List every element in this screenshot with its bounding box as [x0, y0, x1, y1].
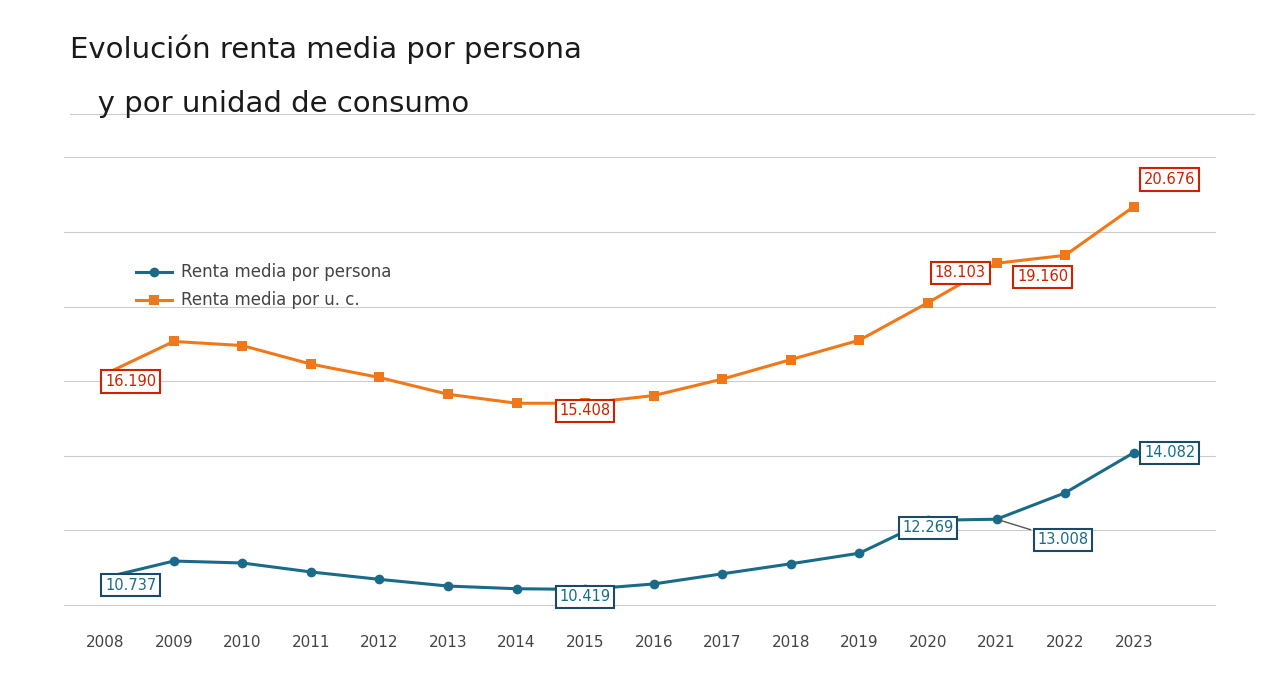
- Text: 18.103: 18.103: [934, 265, 986, 281]
- Text: 20.676: 20.676: [1144, 172, 1196, 187]
- Text: 15.408: 15.408: [559, 403, 611, 419]
- Legend: Renta media por persona, Renta media por u. c.: Renta media por persona, Renta media por…: [136, 263, 392, 309]
- Text: 16.190: 16.190: [105, 374, 156, 389]
- Text: y por unidad de consumo: y por unidad de consumo: [70, 90, 470, 118]
- Text: 19.160: 19.160: [1018, 269, 1069, 284]
- Text: 12.269: 12.269: [902, 520, 954, 536]
- Text: 10.419: 10.419: [559, 590, 611, 604]
- Text: Evolución renta media por persona: Evolución renta media por persona: [70, 35, 582, 64]
- Text: 10.737: 10.737: [105, 577, 156, 593]
- Text: 14.082: 14.082: [1144, 445, 1196, 460]
- Text: 13.008: 13.008: [1000, 520, 1089, 547]
